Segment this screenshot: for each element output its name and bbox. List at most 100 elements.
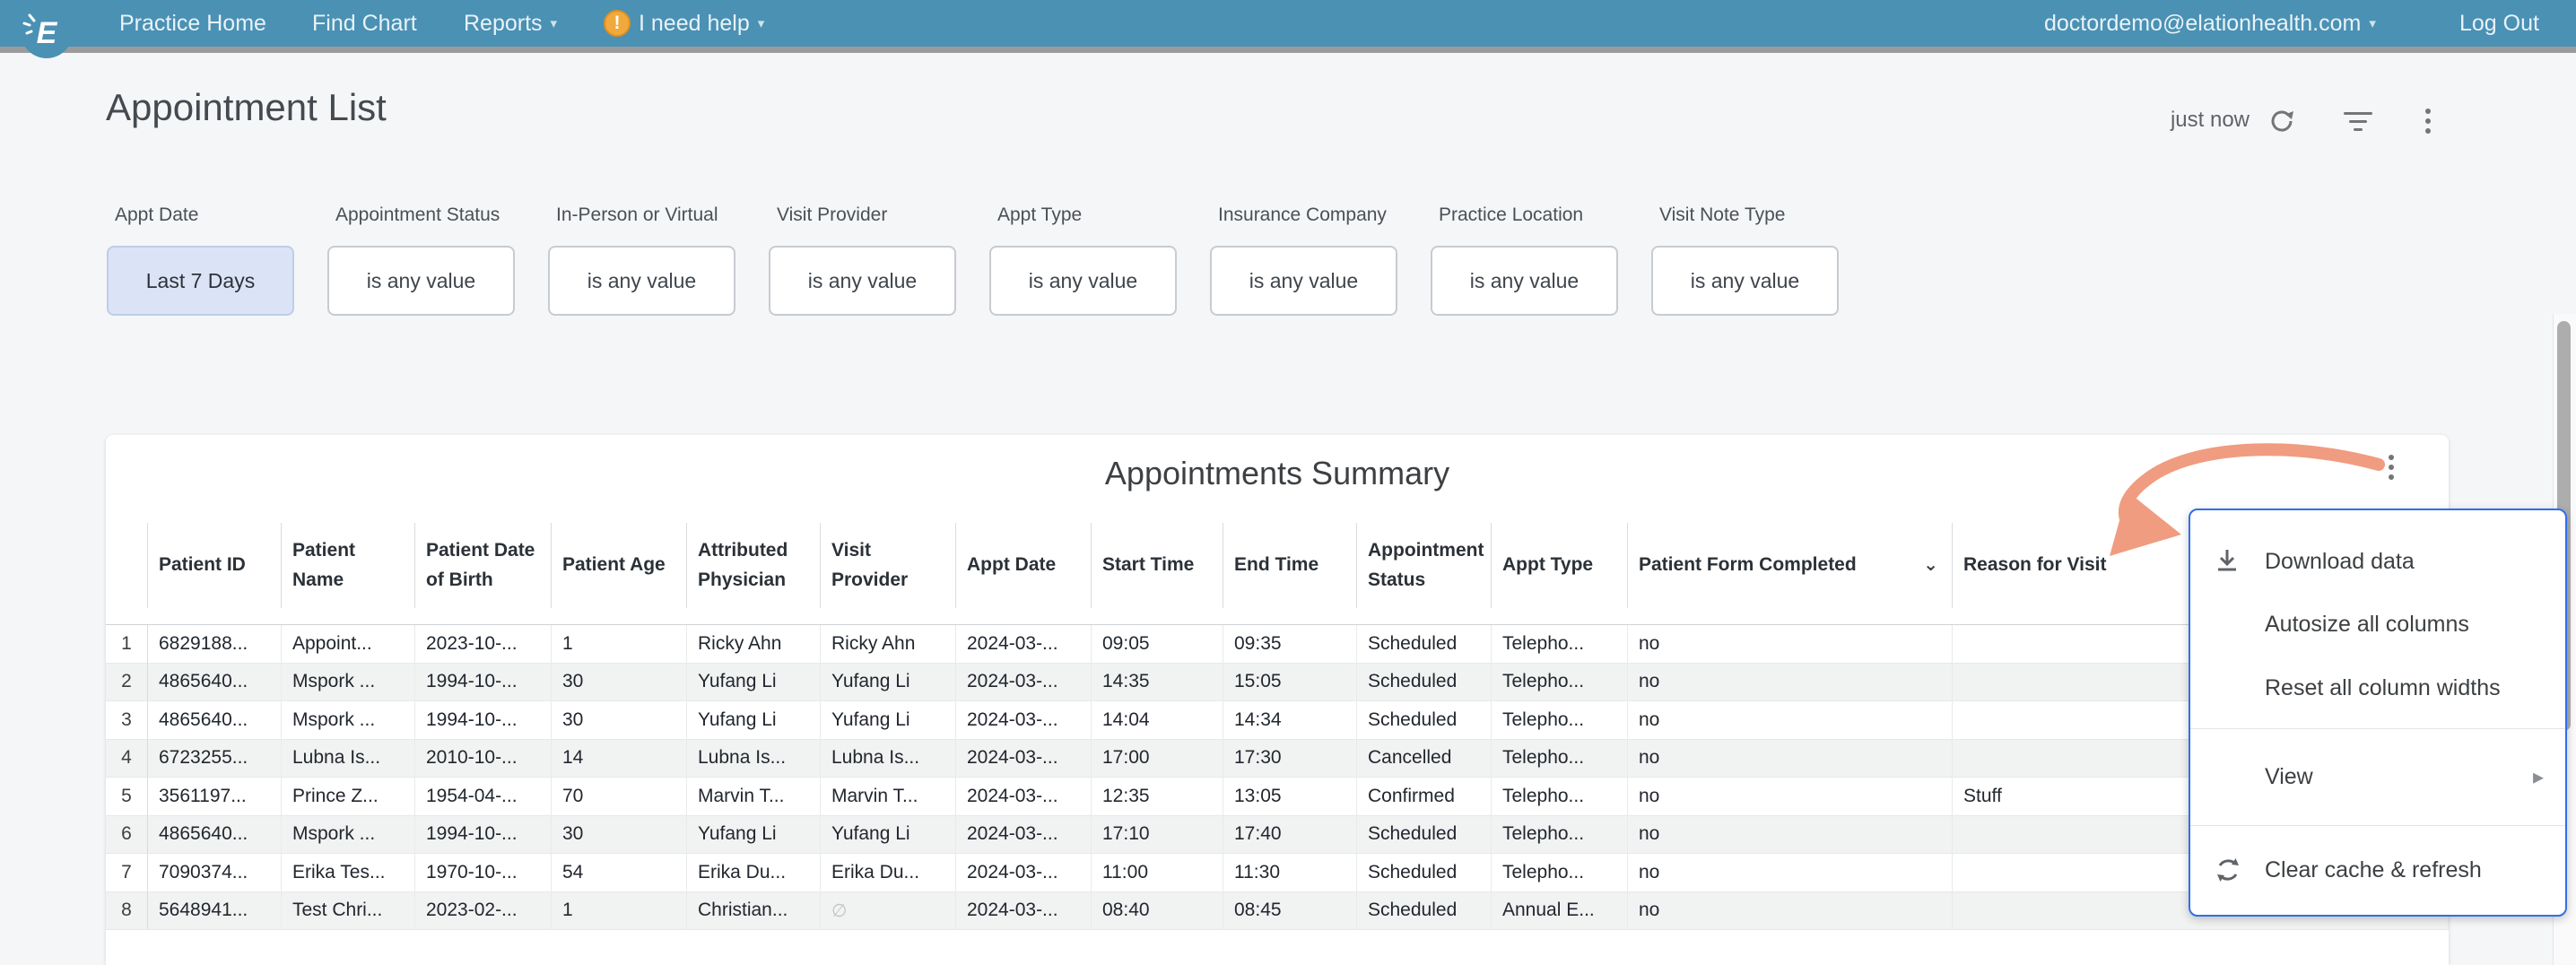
table-body: 1 6829188... Appoint... 2023-10-... 1 Ricky A…: [106, 625, 2449, 930]
tile-kebab-icon[interactable]: [2373, 448, 2409, 487]
column-header-patient-name[interactable]: Patient Name: [282, 507, 415, 624]
last-updated-label: just now: [2170, 108, 2250, 132]
row-number: 5: [106, 778, 148, 816]
download-icon: [2212, 546, 2265, 577]
table-cell: 14:35: [1092, 663, 1223, 701]
table-cell: no: [1628, 778, 1953, 816]
filter-value-button[interactable]: is any value: [1431, 246, 1618, 316]
table-cell: 4865640...: [148, 701, 282, 740]
nav-reports[interactable]: Reports ▾: [464, 0, 557, 47]
filter-value-button[interactable]: Last 7 Days: [107, 246, 294, 316]
filter-label: Insurance Company: [1218, 204, 1387, 225]
menu-item-autosize-columns[interactable]: Autosize all columns: [2190, 594, 2565, 657]
row-number: 3: [106, 701, 148, 740]
warning-icon: !: [604, 10, 631, 37]
table-cell: Mspork ...: [282, 701, 415, 740]
table-cell: 2023-10-...: [415, 625, 552, 664]
column-header-patient-id[interactable]: Patient ID: [148, 507, 282, 624]
nav-i-need-help[interactable]: ! I need help ▾: [604, 0, 764, 47]
table-row[interactable]: 2 4865640... Mspork ... 1994-10-... 30 Yufang…: [106, 663, 2449, 701]
sync-icon: [2212, 854, 2265, 886]
table-cell: 09:05: [1092, 625, 1223, 664]
column-header-attributed-physician[interactable]: Attributed Physician: [687, 507, 821, 624]
menu-item-reset-column-widths[interactable]: Reset all column widths: [2190, 656, 2565, 720]
row-number-gutter-header: [106, 507, 148, 624]
column-header-start-time[interactable]: Start Time: [1092, 507, 1223, 624]
table-cell: no: [1628, 663, 1953, 701]
table-cell: Yufang Li: [821, 815, 956, 854]
table-cell: Marvin T...: [821, 778, 956, 816]
table-cell: Appoint...: [282, 625, 415, 664]
filter-icon[interactable]: [2343, 106, 2373, 136]
column-header-appointment-status[interactable]: Appointment Status: [1357, 507, 1492, 624]
table-row[interactable]: 4 6723255... Lubna Is... 2010-10-... 14 Lubna…: [106, 739, 2449, 778]
column-header-patient-age[interactable]: Patient Age: [552, 507, 687, 624]
table-row[interactable]: 5 3561197... Prince Z... 1954-04-... 70 Marvi…: [106, 778, 2449, 816]
table-cell: no: [1628, 815, 1953, 854]
table-cell: Telepho...: [1492, 663, 1628, 701]
table-cell: Scheduled: [1357, 625, 1492, 664]
table-cell: no: [1628, 739, 1953, 778]
table-cell: 08:45: [1223, 891, 1357, 930]
column-header-appt-date[interactable]: Appt Date: [956, 507, 1092, 624]
table-cell: 1994-10-...: [415, 701, 552, 740]
menu-item-clear-cache-refresh[interactable]: Clear cache & refresh: [2190, 826, 2565, 915]
filter-label: Appointment Status: [335, 204, 500, 225]
table-cell: 4865640...: [148, 663, 282, 701]
table-cell: Telepho...: [1492, 854, 1628, 892]
table-row[interactable]: 6 4865640... Mspork ... 1994-10-... 30 Yufang…: [106, 815, 2449, 854]
table-cell: Cancelled: [1357, 739, 1492, 778]
chevron-down-icon[interactable]: ⌄: [1923, 555, 1938, 575]
menu-divider: [2190, 824, 2565, 826]
column-header-end-time[interactable]: End Time: [1223, 507, 1357, 624]
nav-log-out[interactable]: Log Out: [2459, 0, 2539, 47]
table-cell: Erika Du...: [821, 854, 956, 892]
table-cell: 08:40: [1092, 891, 1223, 930]
filter-value-button[interactable]: is any value: [327, 246, 515, 316]
kebab-icon[interactable]: [2413, 106, 2443, 136]
filter-value-button[interactable]: is any value: [1210, 246, 1397, 316]
nav-find-chart[interactable]: Find Chart: [312, 0, 417, 47]
table-cell: 14:04: [1092, 701, 1223, 740]
column-header-visit-provider[interactable]: Visit Provider: [821, 507, 956, 624]
table-cell: 11:00: [1092, 854, 1223, 892]
table-cell: Mspork ...: [282, 815, 415, 854]
filter-label: Appt Type: [997, 204, 1083, 225]
nav-account-menu[interactable]: doctordemo@elationhealth.com ▾: [2044, 0, 2376, 47]
refresh-icon[interactable]: [2267, 106, 2297, 136]
filter-label: Practice Location: [1439, 204, 1584, 225]
table-cell: 11:30: [1223, 854, 1357, 892]
table-row[interactable]: 7 7090374... Erika Tes... 1970-10-... 54 Erik…: [106, 854, 2449, 892]
filter-appt-type: Appt Type is any value: [989, 204, 1177, 316]
column-header-appt-type[interactable]: Appt Type: [1492, 507, 1628, 624]
table-cell: Yufang Li: [687, 815, 821, 854]
row-number: 7: [106, 854, 148, 892]
filter-value-button[interactable]: is any value: [989, 246, 1177, 316]
table-cell: 70: [552, 778, 687, 816]
table-cell: ∅: [821, 891, 956, 930]
filter-value-button[interactable]: is any value: [548, 246, 735, 316]
nav-practice-home[interactable]: Practice Home: [119, 0, 266, 47]
nav-label: Practice Home: [119, 10, 266, 36]
table-cell: 2024-03-...: [956, 854, 1092, 892]
table-cell: Scheduled: [1357, 891, 1492, 930]
table-cell: 5648941...: [148, 891, 282, 930]
filter-value-button[interactable]: is any value: [1651, 246, 1839, 316]
table-row[interactable]: 1 6829188... Appoint... 2023-10-... 1 Ricky A…: [106, 625, 2449, 664]
table-row[interactable]: 3 4865640... Mspork ... 1994-10-... 30 Yufang…: [106, 701, 2449, 740]
column-header-patient-form-completed[interactable]: Patient Form Completed ⌄: [1628, 507, 1953, 624]
column-header-patient-date-of-birth[interactable]: Patient Date of Birth: [415, 507, 552, 624]
menu-item-download-data[interactable]: Download data: [2190, 530, 2565, 594]
table-cell: 2010-10-...: [415, 739, 552, 778]
filter-value-button[interactable]: is any value: [769, 246, 956, 316]
menu-item-view[interactable]: View ▸: [2190, 729, 2565, 824]
table-cell: Test Chri...: [282, 891, 415, 930]
table-row[interactable]: 8 5648941... Test Chri... 2023-02-... 1 Chris…: [106, 891, 2449, 930]
filter-in-person-or-virtual: In-Person or Virtual is any value: [548, 204, 735, 316]
column-header-reason-for-visit[interactable]: Reason for Visit: [1953, 507, 2449, 624]
elation-logo[interactable]: E: [21, 6, 73, 58]
table-cell: no: [1628, 854, 1953, 892]
filter-label: In-Person or Virtual: [556, 204, 718, 225]
table-header-row: Patient ID Patient Name Patient Date of Bi…: [106, 507, 2449, 625]
nav-label: Reports: [464, 10, 543, 36]
